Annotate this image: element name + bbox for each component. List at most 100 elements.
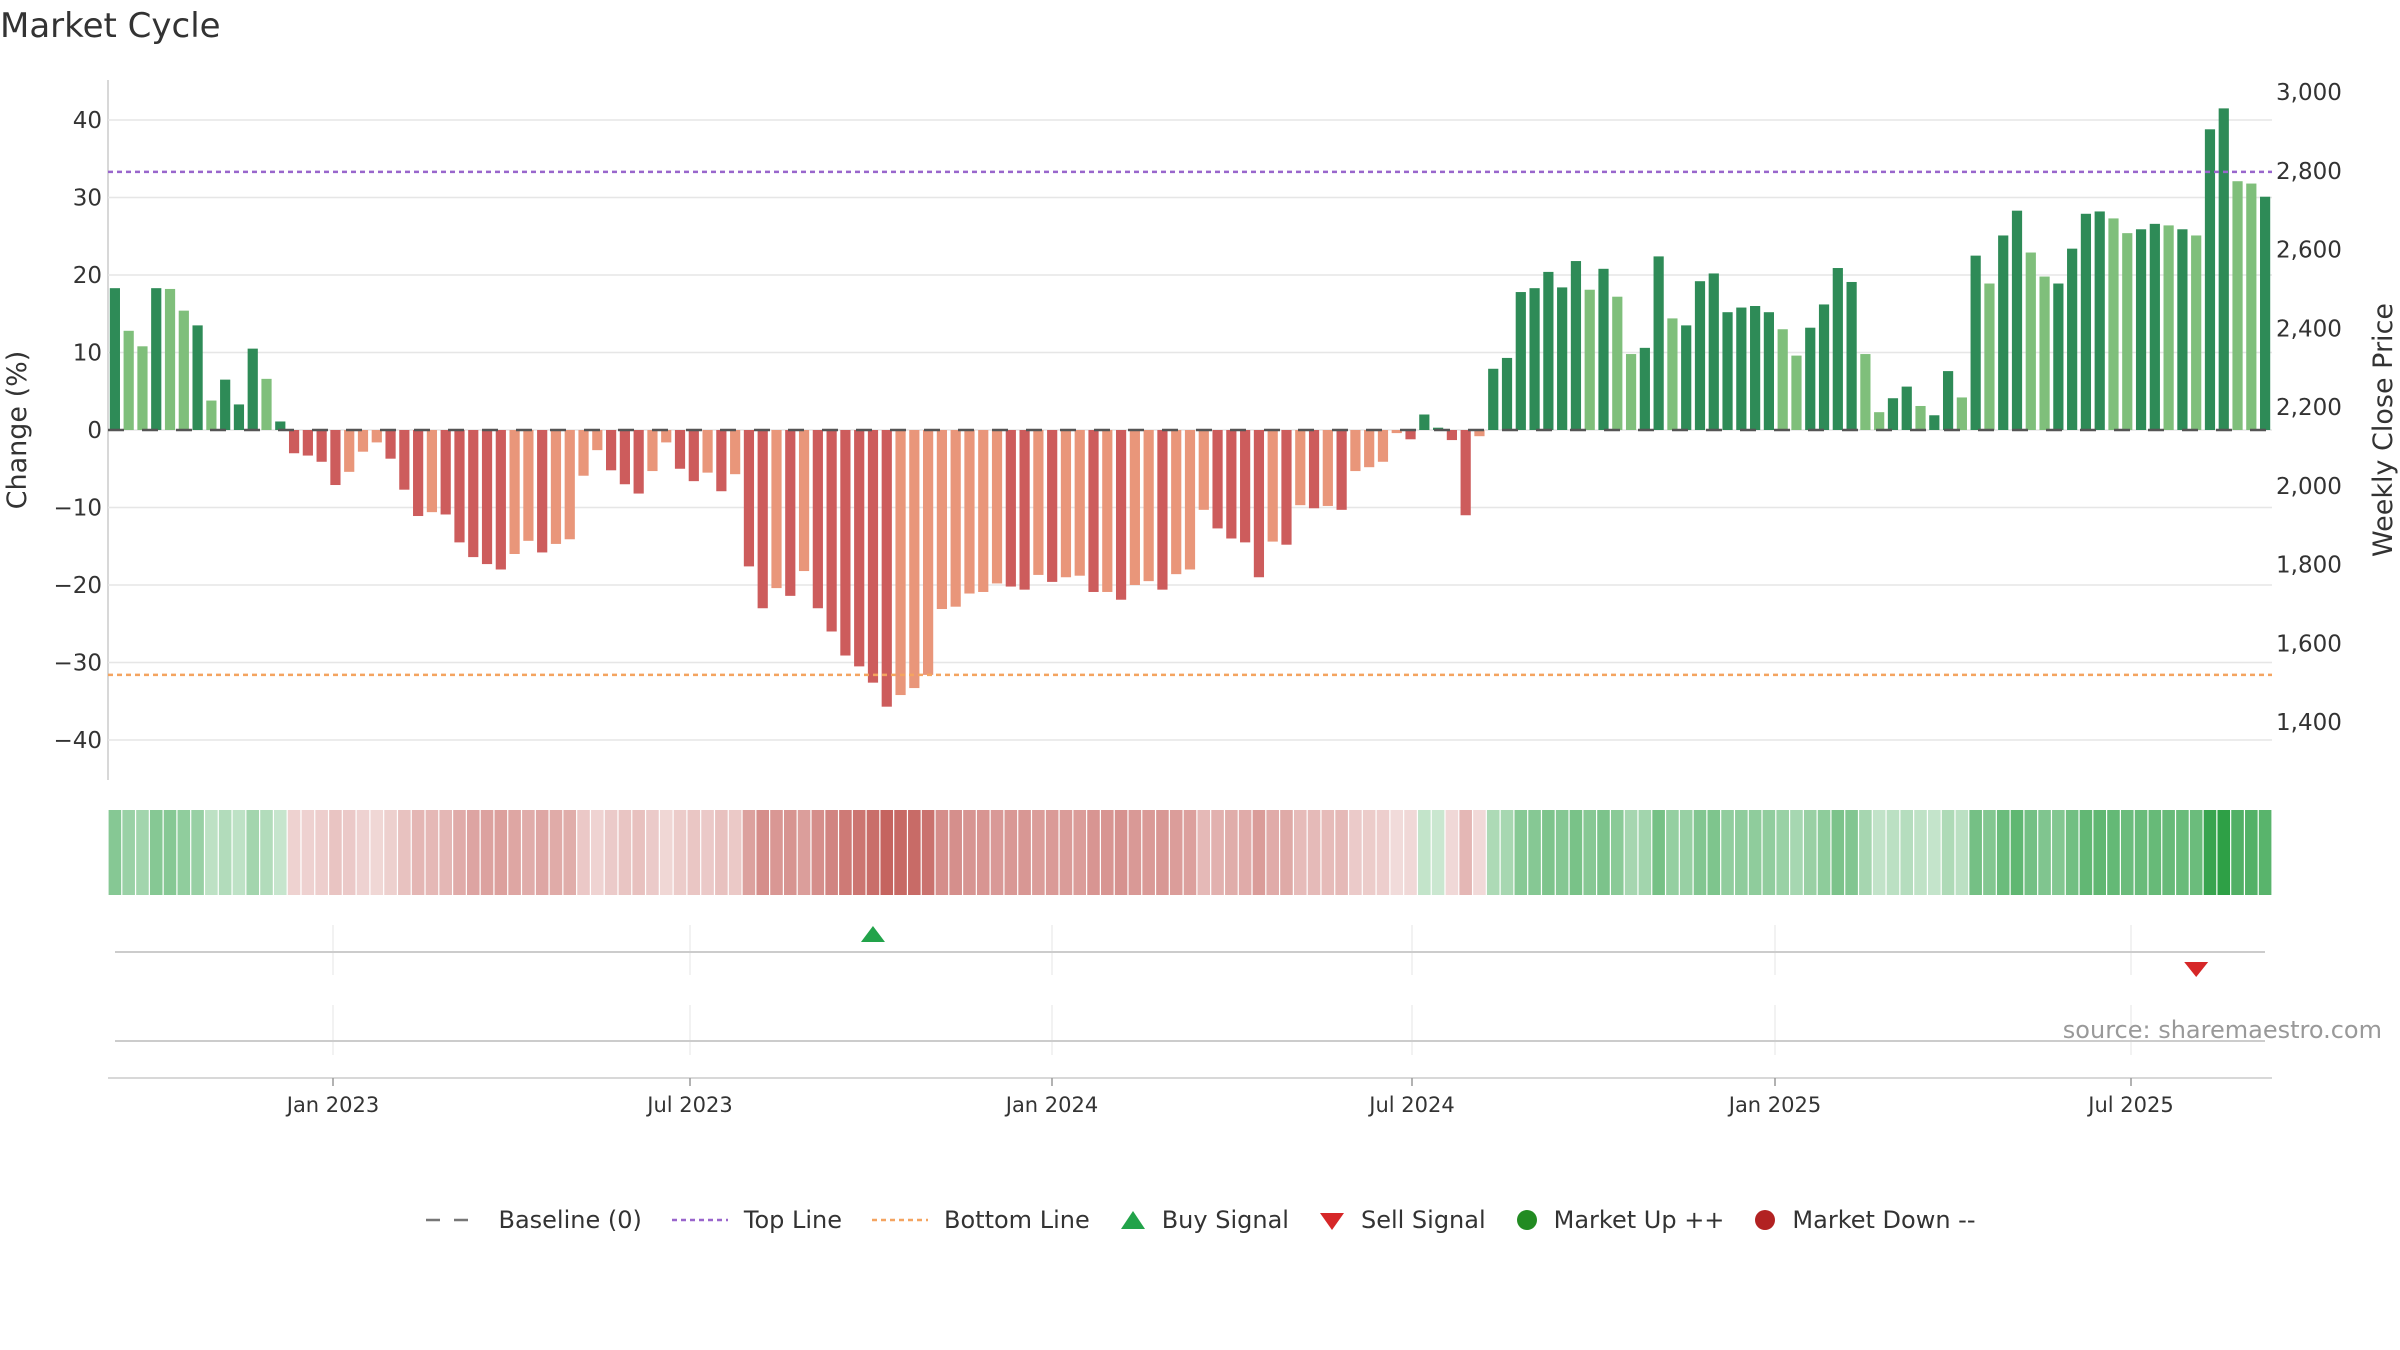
heatmap-cell bbox=[1941, 810, 1955, 895]
heatmap-cell bbox=[1831, 810, 1845, 895]
bar bbox=[1681, 325, 1692, 431]
bar bbox=[2053, 283, 2064, 430]
y-tick-right: 1,400 bbox=[2276, 710, 2342, 736]
bar bbox=[137, 346, 148, 430]
bar bbox=[978, 430, 989, 592]
bar bbox=[964, 430, 975, 594]
heatmap-cell bbox=[2231, 810, 2244, 895]
heatmap-cell bbox=[494, 810, 508, 895]
heatmap-cell bbox=[2162, 810, 2175, 895]
y-tick-left: −10 bbox=[53, 496, 102, 522]
legend-item-buy-signal[interactable]: Buy Signal bbox=[1118, 1206, 1289, 1234]
legend-item-sell-signal[interactable]: Sell Signal bbox=[1317, 1206, 1486, 1234]
heatmap-cell bbox=[1969, 810, 1982, 895]
legend-item-market-down[interactable]: Market Down -- bbox=[1752, 1206, 1976, 1234]
heatmap-cell bbox=[287, 810, 301, 895]
bar bbox=[881, 430, 892, 707]
bar bbox=[495, 430, 506, 570]
bar bbox=[950, 430, 961, 607]
legend-label-top-line: Top Line bbox=[743, 1206, 843, 1234]
bar bbox=[619, 430, 630, 485]
bar bbox=[1364, 430, 1375, 468]
heatmap-cell bbox=[577, 810, 590, 895]
bar bbox=[1240, 430, 1251, 543]
bar bbox=[1157, 430, 1168, 590]
legend-item-bottom-line[interactable]: Bottom Line bbox=[870, 1206, 1090, 1234]
bar bbox=[1308, 430, 1320, 509]
bar bbox=[2080, 213, 2092, 430]
triangle-down-icon bbox=[1319, 1213, 1344, 1230]
heatmap-cell bbox=[990, 810, 1004, 895]
legend-label-buy-signal: Buy Signal bbox=[1161, 1206, 1289, 1234]
heatmap-cell bbox=[522, 810, 535, 895]
heatmap-cell bbox=[301, 810, 315, 895]
bar bbox=[371, 430, 382, 443]
heatmap-cell bbox=[1183, 810, 1197, 895]
heatmap-cell bbox=[246, 810, 260, 895]
bar bbox=[2011, 210, 2023, 430]
bar bbox=[1639, 347, 1650, 430]
bar bbox=[1336, 430, 1347, 510]
heatmap-cell bbox=[1762, 810, 1776, 895]
heatmap-cell bbox=[2148, 810, 2162, 895]
heatmap-cell bbox=[1101, 810, 1114, 895]
heatmap-cell bbox=[1404, 810, 1417, 895]
legend-item-market-up[interactable]: Market Up ++ bbox=[1514, 1206, 1724, 1234]
legend-item-baseline[interactable]: Baseline (0) bbox=[424, 1206, 642, 1234]
heatmap-cell bbox=[508, 810, 521, 895]
bar bbox=[1226, 430, 1237, 539]
bar bbox=[1515, 292, 1526, 430]
bar bbox=[523, 430, 534, 541]
heatmap-cell bbox=[632, 810, 645, 895]
heatmap-cell bbox=[1473, 810, 1486, 895]
x-tick-label: Jan 2023 bbox=[285, 1093, 380, 1117]
bar bbox=[2067, 248, 2078, 430]
heatmap-cell bbox=[1528, 810, 1541, 895]
bar bbox=[1929, 415, 1940, 430]
heatmap-cell bbox=[1583, 810, 1597, 895]
heatmap-cell bbox=[1004, 810, 1018, 895]
legend-item-top-line[interactable]: Top Line bbox=[670, 1206, 842, 1234]
bar bbox=[164, 288, 176, 430]
y-tick-left: 20 bbox=[73, 263, 102, 289]
heatmap-cell bbox=[149, 810, 163, 895]
x-tick-label: Jul 2024 bbox=[1367, 1093, 1454, 1117]
heatmap-cell bbox=[439, 810, 452, 895]
y-tick-left: −40 bbox=[53, 728, 102, 754]
bar bbox=[468, 430, 479, 558]
heatmap-cell bbox=[163, 810, 177, 895]
x-tick-label: Jul 2023 bbox=[645, 1093, 732, 1117]
heatmap-cell bbox=[1197, 810, 1211, 895]
bar bbox=[1736, 307, 1747, 430]
heatmap-cell bbox=[2065, 810, 2079, 895]
bar bbox=[247, 348, 258, 431]
heatmap-cell bbox=[2079, 810, 2093, 895]
heatmap-cell bbox=[2134, 810, 2148, 895]
heatmap-cell bbox=[1390, 810, 1404, 895]
y-tick-right: 2,200 bbox=[2276, 395, 2342, 421]
bar bbox=[1129, 430, 1140, 585]
heatmap-cell bbox=[1996, 810, 2010, 895]
bar bbox=[2204, 129, 2216, 431]
bar bbox=[592, 430, 603, 451]
legend-label-bottom-line: Bottom Line bbox=[944, 1206, 1090, 1234]
heatmap-cell bbox=[1142, 810, 1155, 895]
heatmap-cell bbox=[1886, 810, 1900, 895]
heatmap-cell bbox=[1045, 810, 1059, 895]
bar bbox=[413, 430, 424, 517]
heatmap-cell bbox=[1307, 810, 1321, 895]
bar bbox=[1653, 256, 1664, 430]
heatmap-cell bbox=[618, 810, 632, 895]
bar bbox=[1956, 397, 1967, 430]
heatmap-cell bbox=[1500, 810, 1514, 895]
heatmap-cell bbox=[1128, 810, 1142, 895]
heatmap-cell bbox=[563, 810, 577, 895]
bar bbox=[481, 430, 493, 565]
heatmap-cell bbox=[1900, 810, 1914, 895]
heatmap-cell bbox=[591, 810, 604, 895]
triangle-up-icon bbox=[1120, 1211, 1145, 1229]
buy-signal-marker bbox=[860, 926, 885, 942]
heatmap-cell bbox=[1225, 810, 1238, 895]
heatmap-cell bbox=[2107, 810, 2120, 895]
